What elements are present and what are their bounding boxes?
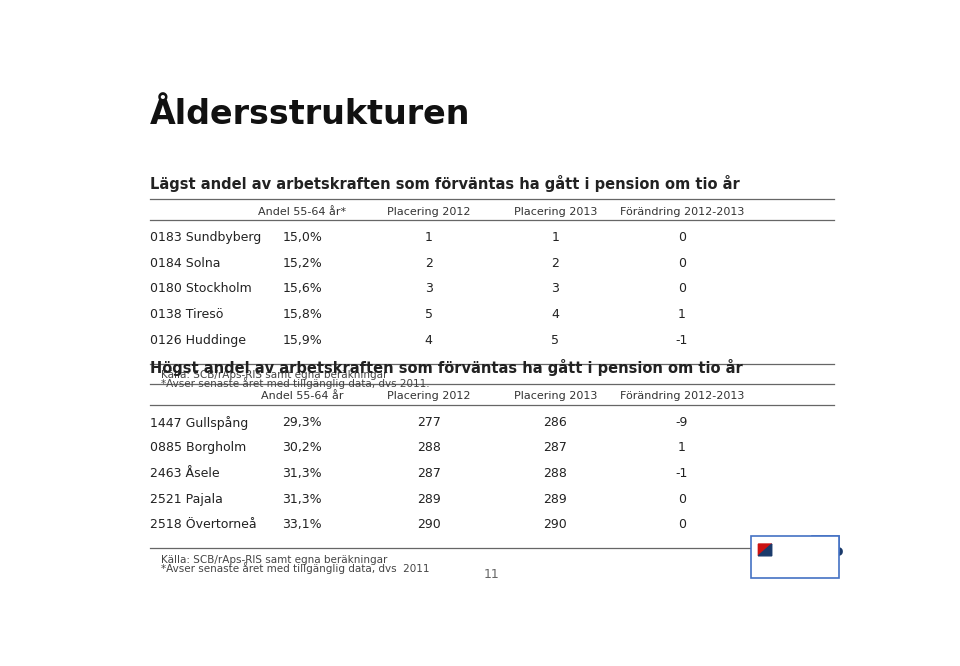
FancyBboxPatch shape	[751, 536, 839, 578]
Text: 0: 0	[678, 493, 685, 505]
Text: 3: 3	[551, 282, 559, 296]
Text: 15,9%: 15,9%	[282, 334, 323, 347]
Text: 290: 290	[543, 518, 567, 531]
Text: 288: 288	[417, 442, 441, 454]
Text: 0885 Borgholm: 0885 Borgholm	[150, 442, 246, 454]
Text: 277: 277	[417, 416, 441, 429]
Text: 3: 3	[425, 282, 433, 296]
Text: Placering 2013: Placering 2013	[514, 206, 597, 216]
Text: 2463 Åsele: 2463 Åsele	[150, 467, 220, 480]
Text: Högst andel av arbetskraften som förväntas ha gått i pension om tio år: Högst andel av arbetskraften som förvänt…	[150, 360, 742, 376]
Text: 0184 Solna: 0184 Solna	[150, 257, 220, 270]
Text: Andel 55-64 år*: Andel 55-64 år*	[258, 206, 347, 216]
Text: 2: 2	[425, 257, 433, 270]
Text: 289: 289	[417, 493, 441, 505]
Text: 288: 288	[543, 467, 567, 480]
Text: Lägst andel av arbetskraften som förväntas ha gått i pension om tio år: Lägst andel av arbetskraften som förvänt…	[150, 174, 739, 192]
Text: 1: 1	[425, 231, 433, 244]
Text: Placering 2012: Placering 2012	[387, 206, 470, 216]
Text: 31,3%: 31,3%	[282, 493, 323, 505]
Text: 286: 286	[543, 416, 567, 429]
Text: 1: 1	[678, 442, 685, 454]
Text: -9: -9	[676, 416, 688, 429]
Text: 290: 290	[417, 518, 441, 531]
Text: 0183 Sundbyberg: 0183 Sundbyberg	[150, 231, 261, 244]
Text: 4: 4	[425, 334, 433, 347]
Text: 1: 1	[551, 231, 559, 244]
Text: 15,6%: 15,6%	[282, 282, 323, 296]
Polygon shape	[758, 544, 772, 556]
Text: 1: 1	[678, 308, 685, 321]
Text: Källa: SCB/rAps-RIS samt egna beräkningar: Källa: SCB/rAps-RIS samt egna beräkninga…	[161, 555, 387, 565]
Text: 5: 5	[551, 334, 560, 347]
Text: 0: 0	[678, 518, 685, 531]
Polygon shape	[758, 544, 772, 556]
Text: 289: 289	[543, 493, 567, 505]
FancyBboxPatch shape	[812, 536, 839, 551]
Text: 0138 Tiresö: 0138 Tiresö	[150, 308, 223, 321]
Text: 29,3%: 29,3%	[282, 416, 323, 429]
Text: -1: -1	[676, 467, 688, 480]
Text: 0: 0	[678, 257, 685, 270]
Text: -1: -1	[676, 334, 688, 347]
Text: 2: 2	[551, 257, 559, 270]
Text: 15,8%: 15,8%	[282, 308, 323, 321]
Text: Förändring 2012-2013: Förändring 2012-2013	[619, 206, 744, 216]
Text: 5: 5	[424, 308, 433, 321]
Text: 15,2%: 15,2%	[282, 257, 323, 270]
Text: 2521 Pajala: 2521 Pajala	[150, 493, 223, 505]
Text: 0: 0	[678, 231, 685, 244]
Text: 0: 0	[678, 282, 685, 296]
Text: 0180 Stockholm: 0180 Stockholm	[150, 282, 252, 296]
Text: 287: 287	[543, 442, 567, 454]
Text: Åldersstrukturen: Åldersstrukturen	[150, 98, 470, 131]
Text: Källa: SCB/rAps-RIS samt egna beräkningar: Källa: SCB/rAps-RIS samt egna beräkninga…	[161, 370, 387, 380]
Text: *Avser senaste året med tillgänglig data, dvs  2011: *Avser senaste året med tillgänglig data…	[161, 562, 429, 574]
Text: Förändring 2012-2013: Förändring 2012-2013	[619, 391, 744, 401]
Text: Placering 2013: Placering 2013	[514, 391, 597, 401]
Text: Placering 2012: Placering 2012	[387, 391, 470, 401]
Text: 31,3%: 31,3%	[282, 467, 323, 480]
Text: 11: 11	[484, 569, 500, 581]
Text: Andel 55-64 år: Andel 55-64 år	[261, 391, 344, 401]
Text: 0126 Huddinge: 0126 Huddinge	[150, 334, 246, 347]
Text: 30,2%: 30,2%	[282, 442, 323, 454]
Text: WSP: WSP	[794, 546, 844, 565]
Text: *Avser senaste året med tillgänglig data, dvs 2011.: *Avser senaste året med tillgänglig data…	[161, 378, 429, 389]
Text: 1447 Gullspång: 1447 Gullspång	[150, 416, 248, 430]
Text: 287: 287	[417, 467, 441, 480]
Text: 4: 4	[551, 308, 559, 321]
Text: 33,1%: 33,1%	[282, 518, 323, 531]
Text: 2518 Övertorneå: 2518 Övertorneå	[150, 518, 256, 531]
Text: 15,0%: 15,0%	[282, 231, 323, 244]
